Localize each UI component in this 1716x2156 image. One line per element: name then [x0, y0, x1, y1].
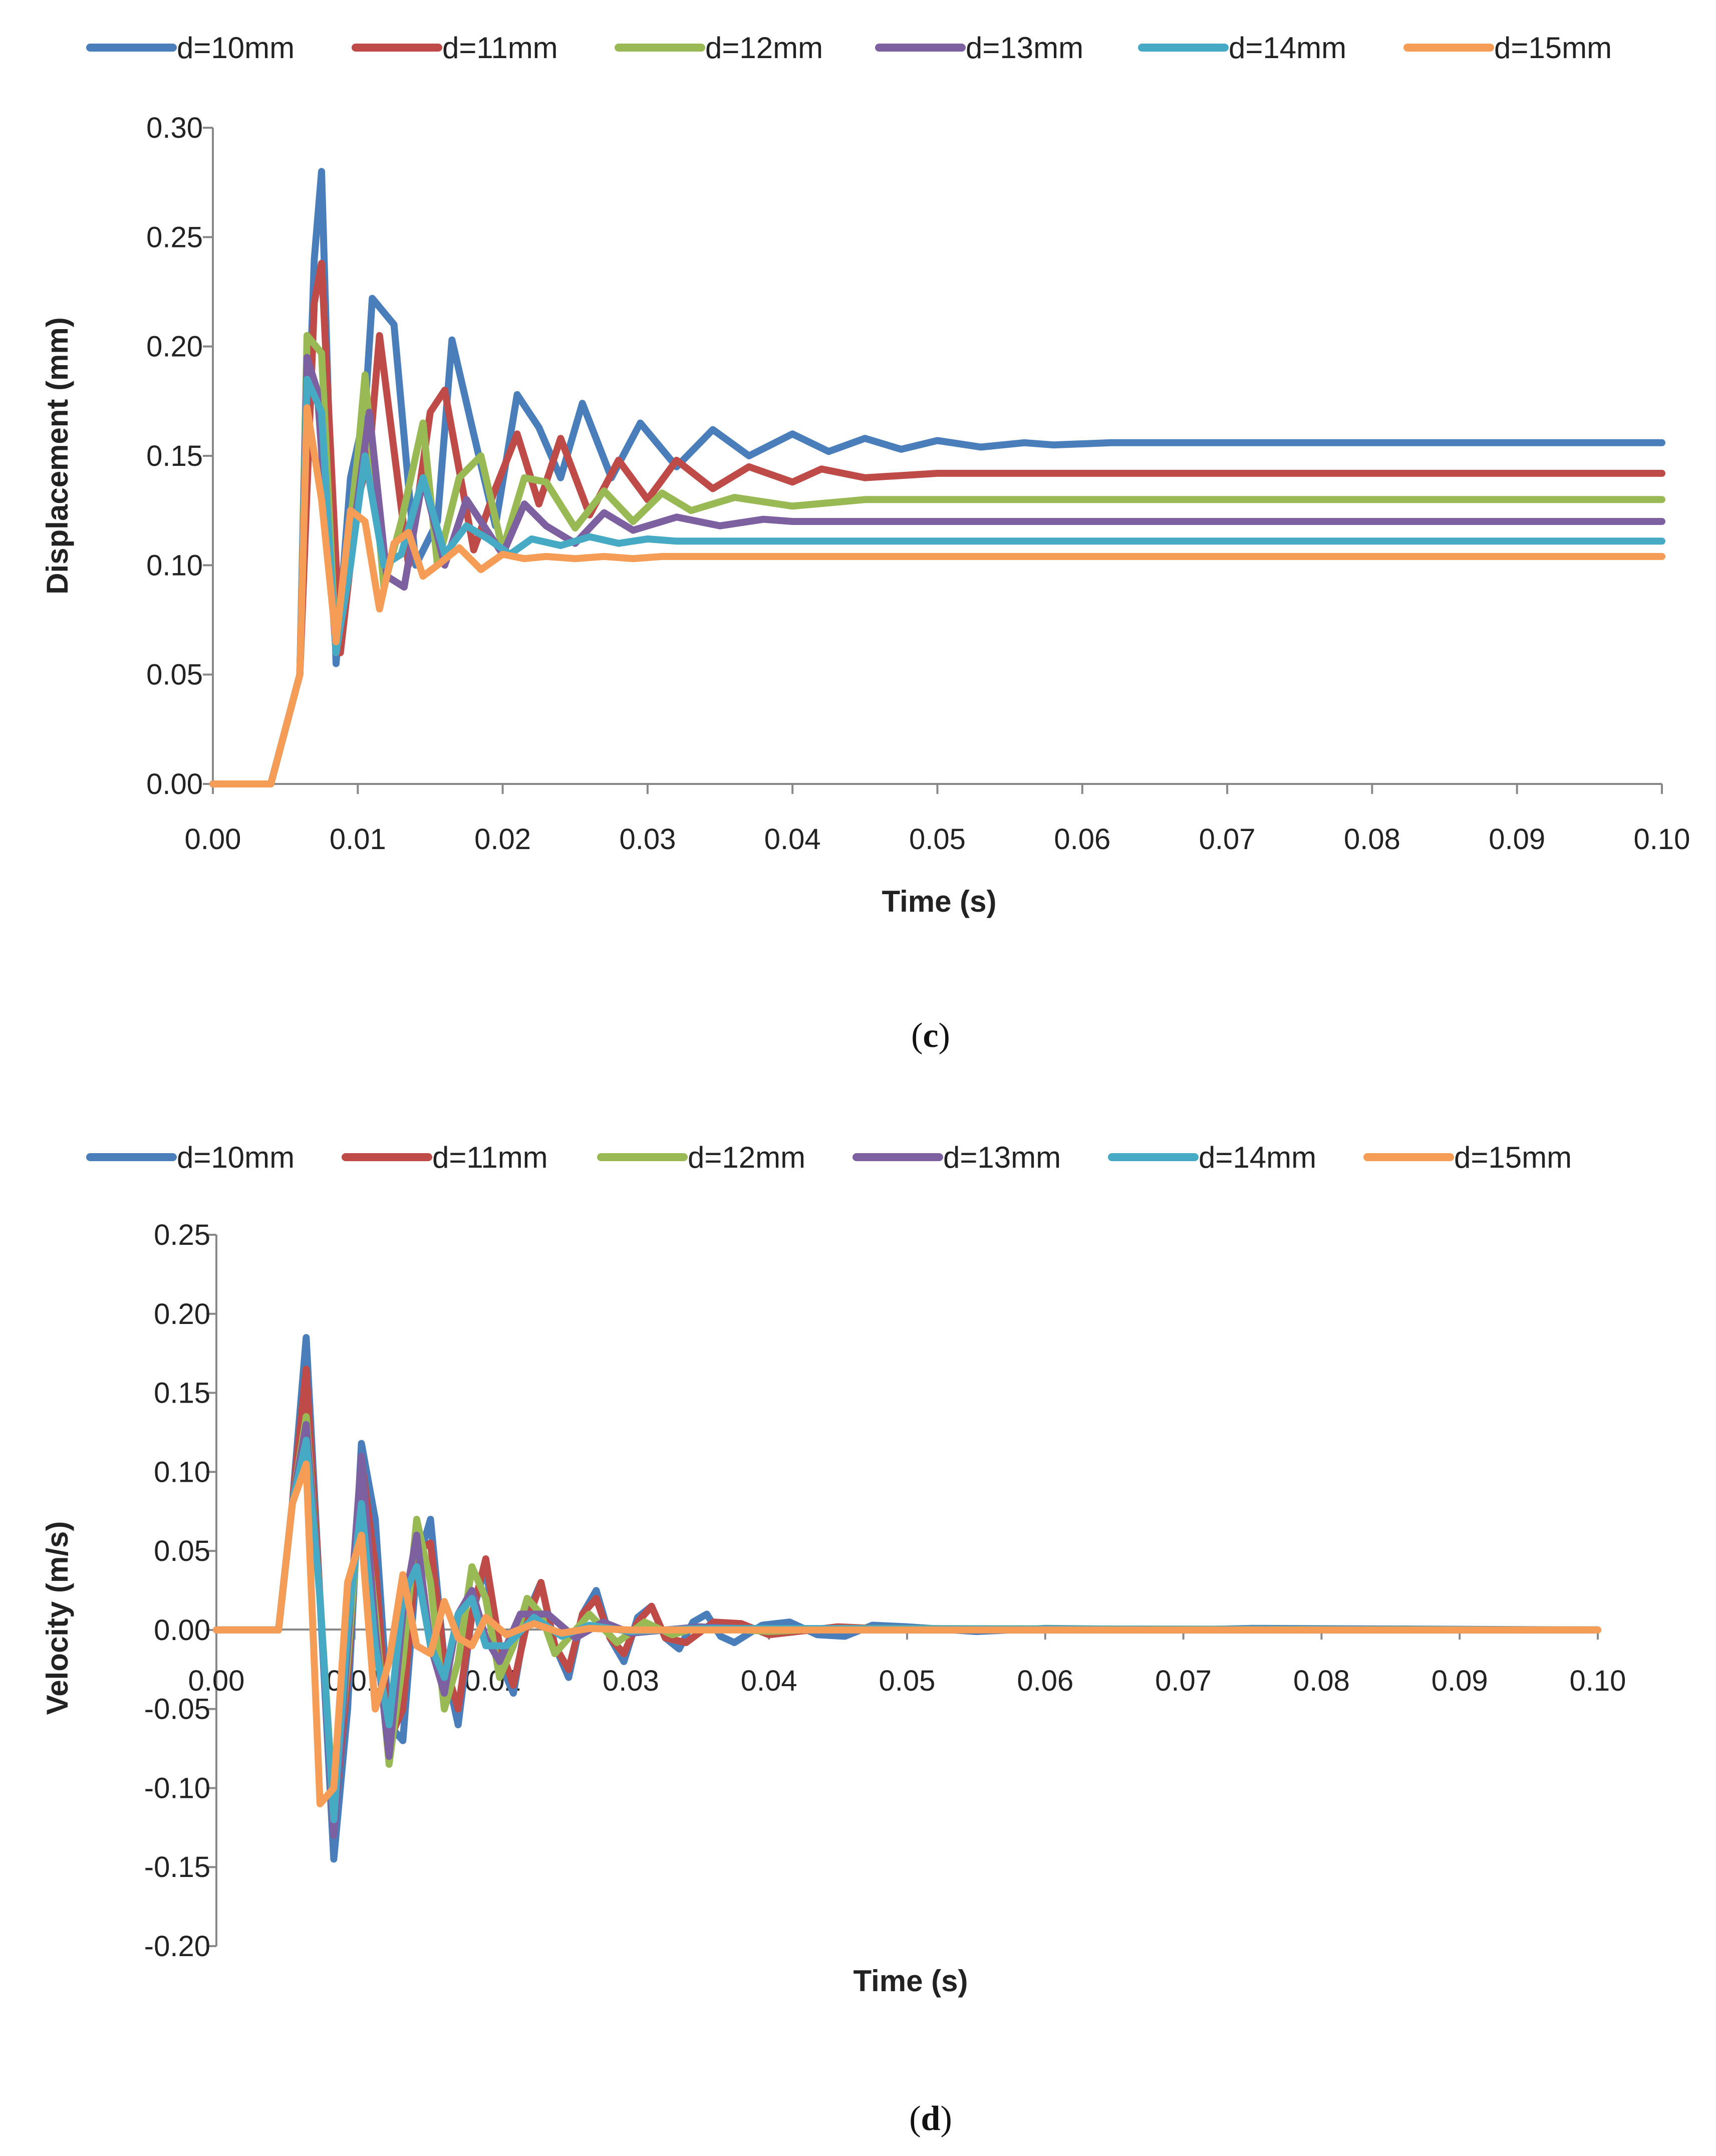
caption-c: (c)	[911, 1016, 950, 1055]
displacement-x-tick-label: 0.01	[330, 823, 386, 856]
displacement-series-line-d15mm	[209, 404, 1665, 787]
velocity-legend-label: d=10mm	[177, 1141, 295, 1174]
velocity-y-axis-title: Velocity (m/s)	[41, 1521, 74, 1715]
velocity-y-tick-label: -0.10	[144, 1772, 210, 1804]
velocity-x-tick-label: 0.08	[1293, 1665, 1350, 1697]
velocity-legend-label: d=14mm	[1199, 1141, 1316, 1174]
displacement-legend-label: d=10mm	[177, 31, 295, 65]
displacement-y-tick-label: 0.10	[146, 549, 203, 582]
velocity-y-tick-label: 0.15	[154, 1377, 210, 1410]
displacement-x-tick-label: 0.08	[1344, 823, 1400, 856]
displacement-legend-label: d=11mm	[442, 31, 558, 65]
velocity-x-tick-label: 0.05	[879, 1665, 936, 1697]
velocity-legend-item: d=10mm	[86, 1141, 295, 1174]
displacement-y-tick-label: 0.00	[146, 768, 203, 800]
displacement-series-line-d12mm	[209, 332, 1665, 787]
velocity-x-tick-label: 0.06	[1017, 1665, 1073, 1697]
displacement-legend-item: d=11mm	[352, 31, 558, 65]
velocity-x-axis-title: Time (s)	[853, 1964, 968, 1998]
displacement-legend-item: d=10mm	[86, 31, 295, 65]
velocity-chart: d=10mm d=11mm d=12mm d=13mm d=14mm d=15mm -0.…	[41, 1141, 1626, 2138]
velocity-y-tick-label: 0.05	[154, 1535, 210, 1567]
velocity-x-tick-label: 0.10	[1570, 1665, 1626, 1697]
displacement-y-tick-label: 0.15	[146, 440, 203, 472]
velocity-legend-item: d=11mm	[342, 1141, 548, 1174]
displacement-x-axis-title: Time (s)	[882, 885, 997, 918]
displacement-y-tick-label: 0.30	[146, 112, 203, 144]
velocity-legend-label: d=12mm	[688, 1141, 805, 1174]
displacement-series-line-d13mm	[209, 354, 1665, 787]
displacement-x-tick-label: 0.03	[619, 823, 676, 856]
velocity-legend: d=10mm d=11mm d=12mm d=13mm d=14mm d=15mm	[86, 1141, 1572, 1174]
displacement-legend-item: d=12mm	[615, 31, 823, 65]
displacement-legend-label: d=12mm	[705, 31, 823, 65]
displacement-series-line-d11mm	[209, 259, 1665, 787]
caption-d: (d)	[909, 2099, 952, 2138]
displacement-legend: d=10mm d=11mm d=12mm d=13mm d=14mm d=15mm	[86, 31, 1612, 65]
displacement-legend-item: d=14mm	[1138, 31, 1346, 65]
displacement-x-tick-label: 0.02	[474, 823, 531, 856]
displacement-y-axis: 0.00 0.05 0.10 0.15 0.20 0.25 0.30	[146, 112, 214, 800]
velocity-legend-item: d=13mm	[852, 1141, 1061, 1174]
velocity-series-lines	[213, 1334, 1601, 1863]
velocity-y-tick-label: 0.25	[154, 1219, 210, 1251]
velocity-x-tick-label: 0.00	[188, 1665, 245, 1697]
velocity-x-tick-label: 0.04	[741, 1665, 797, 1697]
velocity-legend-label: d=13mm	[943, 1141, 1061, 1174]
velocity-y-tick-label: -0.20	[144, 1930, 210, 1963]
displacement-chart: d=10mm d=11mm d=12mm d=13mm d=14mm d=15mm 0.0…	[41, 31, 1690, 1055]
displacement-series-line-d14mm	[209, 376, 1665, 787]
displacement-x-axis: 0.00 0.01 0.02 0.03 0.04 0.05 0.06 0.07 0.08 0.09…	[185, 783, 1690, 856]
velocity-y-tick-label: 0.20	[154, 1298, 210, 1330]
velocity-y-tick-label: 0.00	[154, 1614, 210, 1647]
velocity-x-tick-label: 0.09	[1432, 1665, 1488, 1697]
displacement-x-tick-label: 0.05	[909, 823, 966, 856]
displacement-x-tick-label: 0.09	[1489, 823, 1545, 856]
displacement-x-tick-label: 0.00	[185, 823, 241, 856]
displacement-legend-item: d=13mm	[875, 31, 1083, 65]
velocity-legend-item: d=12mm	[597, 1141, 805, 1174]
displacement-legend-label: d=15mm	[1494, 31, 1612, 65]
displacement-y-axis-title: Displacement (mm)	[41, 317, 74, 594]
velocity-legend-label: d=11mm	[432, 1141, 548, 1174]
velocity-x-tick-label: 0.07	[1155, 1665, 1212, 1697]
velocity-x-tick-label: 0.03	[603, 1665, 659, 1697]
displacement-legend-item: d=15mm	[1403, 31, 1612, 65]
displacement-x-tick-label: 0.07	[1199, 823, 1256, 856]
velocity-y-tick-label: -0.05	[144, 1693, 210, 1726]
displacement-x-tick-label: 0.10	[1634, 823, 1690, 856]
displacement-x-tick-label: 0.04	[764, 823, 821, 856]
displacement-y-tick-label: 0.20	[146, 331, 203, 363]
velocity-y-tick-label: 0.10	[154, 1456, 210, 1488]
velocity-legend-label: d=15mm	[1454, 1141, 1572, 1174]
velocity-y-tick-label: -0.15	[144, 1851, 210, 1883]
velocity-y-axis: -0.20 -0.15 -0.10 -0.05 0.00 0.05 0.10 0.15 0.20…	[144, 1219, 217, 1963]
velocity-legend-item: d=15mm	[1363, 1141, 1572, 1174]
displacement-legend-label: d=13mm	[966, 31, 1083, 65]
displacement-y-tick-label: 0.05	[146, 659, 203, 691]
velocity-series-line-d15mm	[213, 1460, 1601, 1807]
displacement-y-tick-label: 0.25	[146, 221, 203, 253]
displacement-series-lines	[209, 168, 1665, 787]
displacement-x-tick-label: 0.06	[1054, 823, 1110, 856]
displacement-legend-label: d=14mm	[1229, 31, 1346, 65]
velocity-legend-item: d=14mm	[1108, 1141, 1316, 1174]
